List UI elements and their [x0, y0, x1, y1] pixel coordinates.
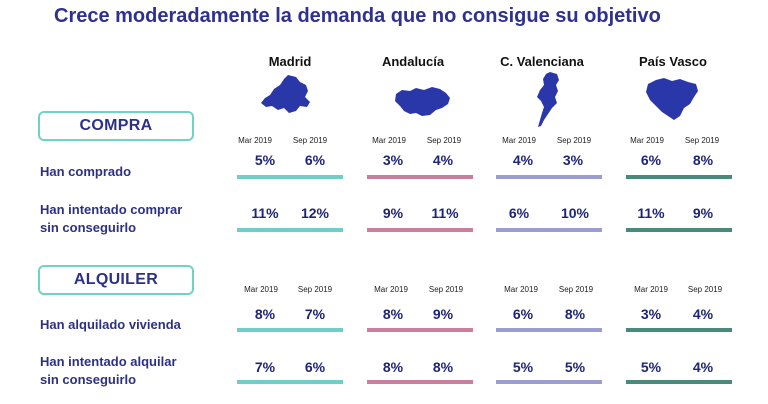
row-label-line-1: Han intentado comprar [40, 201, 182, 219]
value-cell: 4% [678, 359, 728, 375]
period-label: Mar 2019 [230, 136, 280, 145]
row-label-line-2: sin conseguirlo [40, 371, 177, 389]
madrid-bar [237, 228, 343, 232]
pais-vasco-bar [626, 228, 732, 232]
period-label: Mar 2019 [494, 136, 544, 145]
value-cell: 12% [290, 205, 340, 221]
period-label: Mar 2019 [622, 136, 672, 145]
value-cell: 8% [418, 359, 468, 375]
madrid-bar [237, 175, 343, 179]
row-label-line-1: Han comprado [40, 163, 131, 181]
value-cell: 9% [368, 205, 418, 221]
row-label-intentado-comprar: Han intentado comprar sin conseguirlo [40, 201, 182, 237]
period-label: Mar 2019 [366, 285, 416, 294]
row-label-han-comprado: Han comprado [40, 163, 131, 181]
row-label-line-1: Han intentado alquilar [40, 353, 177, 371]
value-cell: 3% [368, 152, 418, 168]
period-label: Sep 2019 [285, 136, 335, 145]
value-cell: 6% [494, 205, 544, 221]
value-cell: 4% [498, 152, 548, 168]
period-label: Sep 2019 [680, 285, 730, 294]
value-cell: 6% [290, 152, 340, 168]
value-cell: 10% [550, 205, 600, 221]
valenciana-bar [496, 380, 602, 384]
madrid-bar [237, 328, 343, 332]
value-cell: 11% [240, 205, 290, 221]
region-name-valenciana: C. Valenciana [487, 54, 597, 69]
period-label: Sep 2019 [551, 285, 601, 294]
value-cell: 9% [678, 205, 728, 221]
period-label: Sep 2019 [421, 285, 471, 294]
row-label-intentado-alquilar: Han intentado alquilar sin conseguirlo [40, 353, 177, 389]
period-label: Sep 2019 [549, 136, 599, 145]
period-label: Mar 2019 [626, 285, 676, 294]
region-name-andalucia: Andalucía [358, 54, 468, 69]
region-name-madrid: Madrid [235, 54, 345, 69]
page-title: Crece moderadamente la demanda que no co… [54, 5, 661, 28]
andalucia-map-icon [392, 84, 454, 118]
value-cell: 9% [418, 306, 468, 322]
pais-vasco-bar [626, 328, 732, 332]
period-label: Sep 2019 [290, 285, 340, 294]
value-cell: 8% [550, 306, 600, 322]
value-cell: 4% [418, 152, 468, 168]
period-label: Mar 2019 [364, 136, 414, 145]
value-cell: 8% [240, 306, 290, 322]
value-cell: 5% [626, 359, 676, 375]
andalucia-bar [367, 175, 473, 179]
row-label-alquilado-vivienda: Han alquilado vivienda [40, 316, 181, 334]
valenciana-bar [496, 175, 602, 179]
section-alquiler: ALQUILER [38, 265, 194, 295]
value-cell: 6% [626, 152, 676, 168]
value-cell: 4% [678, 306, 728, 322]
madrid-bar [237, 380, 343, 384]
andalucia-bar [367, 380, 473, 384]
row-label-line-1: Han alquilado vivienda [40, 316, 181, 334]
value-cell: 8% [368, 306, 418, 322]
value-cell: 3% [626, 306, 676, 322]
value-cell: 5% [498, 359, 548, 375]
valenciana-bar [496, 328, 602, 332]
pais-vasco-bar [626, 175, 732, 179]
period-label: Sep 2019 [419, 136, 469, 145]
value-cell: 5% [240, 152, 290, 168]
value-cell: 6% [290, 359, 340, 375]
value-cell: 8% [368, 359, 418, 375]
period-label: Mar 2019 [236, 285, 286, 294]
pais-vasco-bar [626, 380, 732, 384]
andalucia-bar [367, 228, 473, 232]
value-cell: 5% [550, 359, 600, 375]
andalucia-bar [367, 328, 473, 332]
pais-vasco-map-icon [642, 74, 702, 122]
value-cell: 3% [548, 152, 598, 168]
valenciana-bar [496, 228, 602, 232]
section-compra: COMPRA [38, 111, 194, 141]
row-label-line-2: sin conseguirlo [40, 219, 182, 237]
region-name-pais-vasco: País Vasco [618, 54, 728, 69]
period-label: Sep 2019 [677, 136, 727, 145]
value-cell: 7% [290, 306, 340, 322]
valenciana-map-icon [530, 70, 568, 130]
value-cell: 11% [626, 205, 676, 221]
madrid-map-icon [258, 73, 316, 115]
value-cell: 6% [498, 306, 548, 322]
period-label: Mar 2019 [496, 285, 546, 294]
value-cell: 7% [240, 359, 290, 375]
value-cell: 11% [420, 205, 470, 221]
value-cell: 8% [678, 152, 728, 168]
